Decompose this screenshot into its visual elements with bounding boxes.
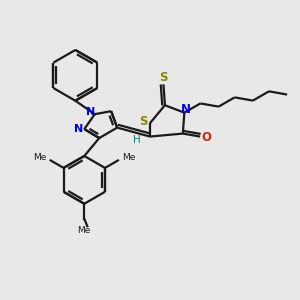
- Text: N: N: [74, 124, 84, 134]
- Text: Me: Me: [122, 153, 136, 162]
- Text: Me: Me: [33, 153, 46, 162]
- Text: H: H: [133, 135, 141, 146]
- Text: S: S: [139, 115, 148, 128]
- Text: N: N: [181, 103, 191, 116]
- Text: N: N: [86, 107, 95, 117]
- Text: S: S: [159, 71, 167, 84]
- Text: O: O: [202, 131, 212, 144]
- Text: Me: Me: [78, 226, 91, 235]
